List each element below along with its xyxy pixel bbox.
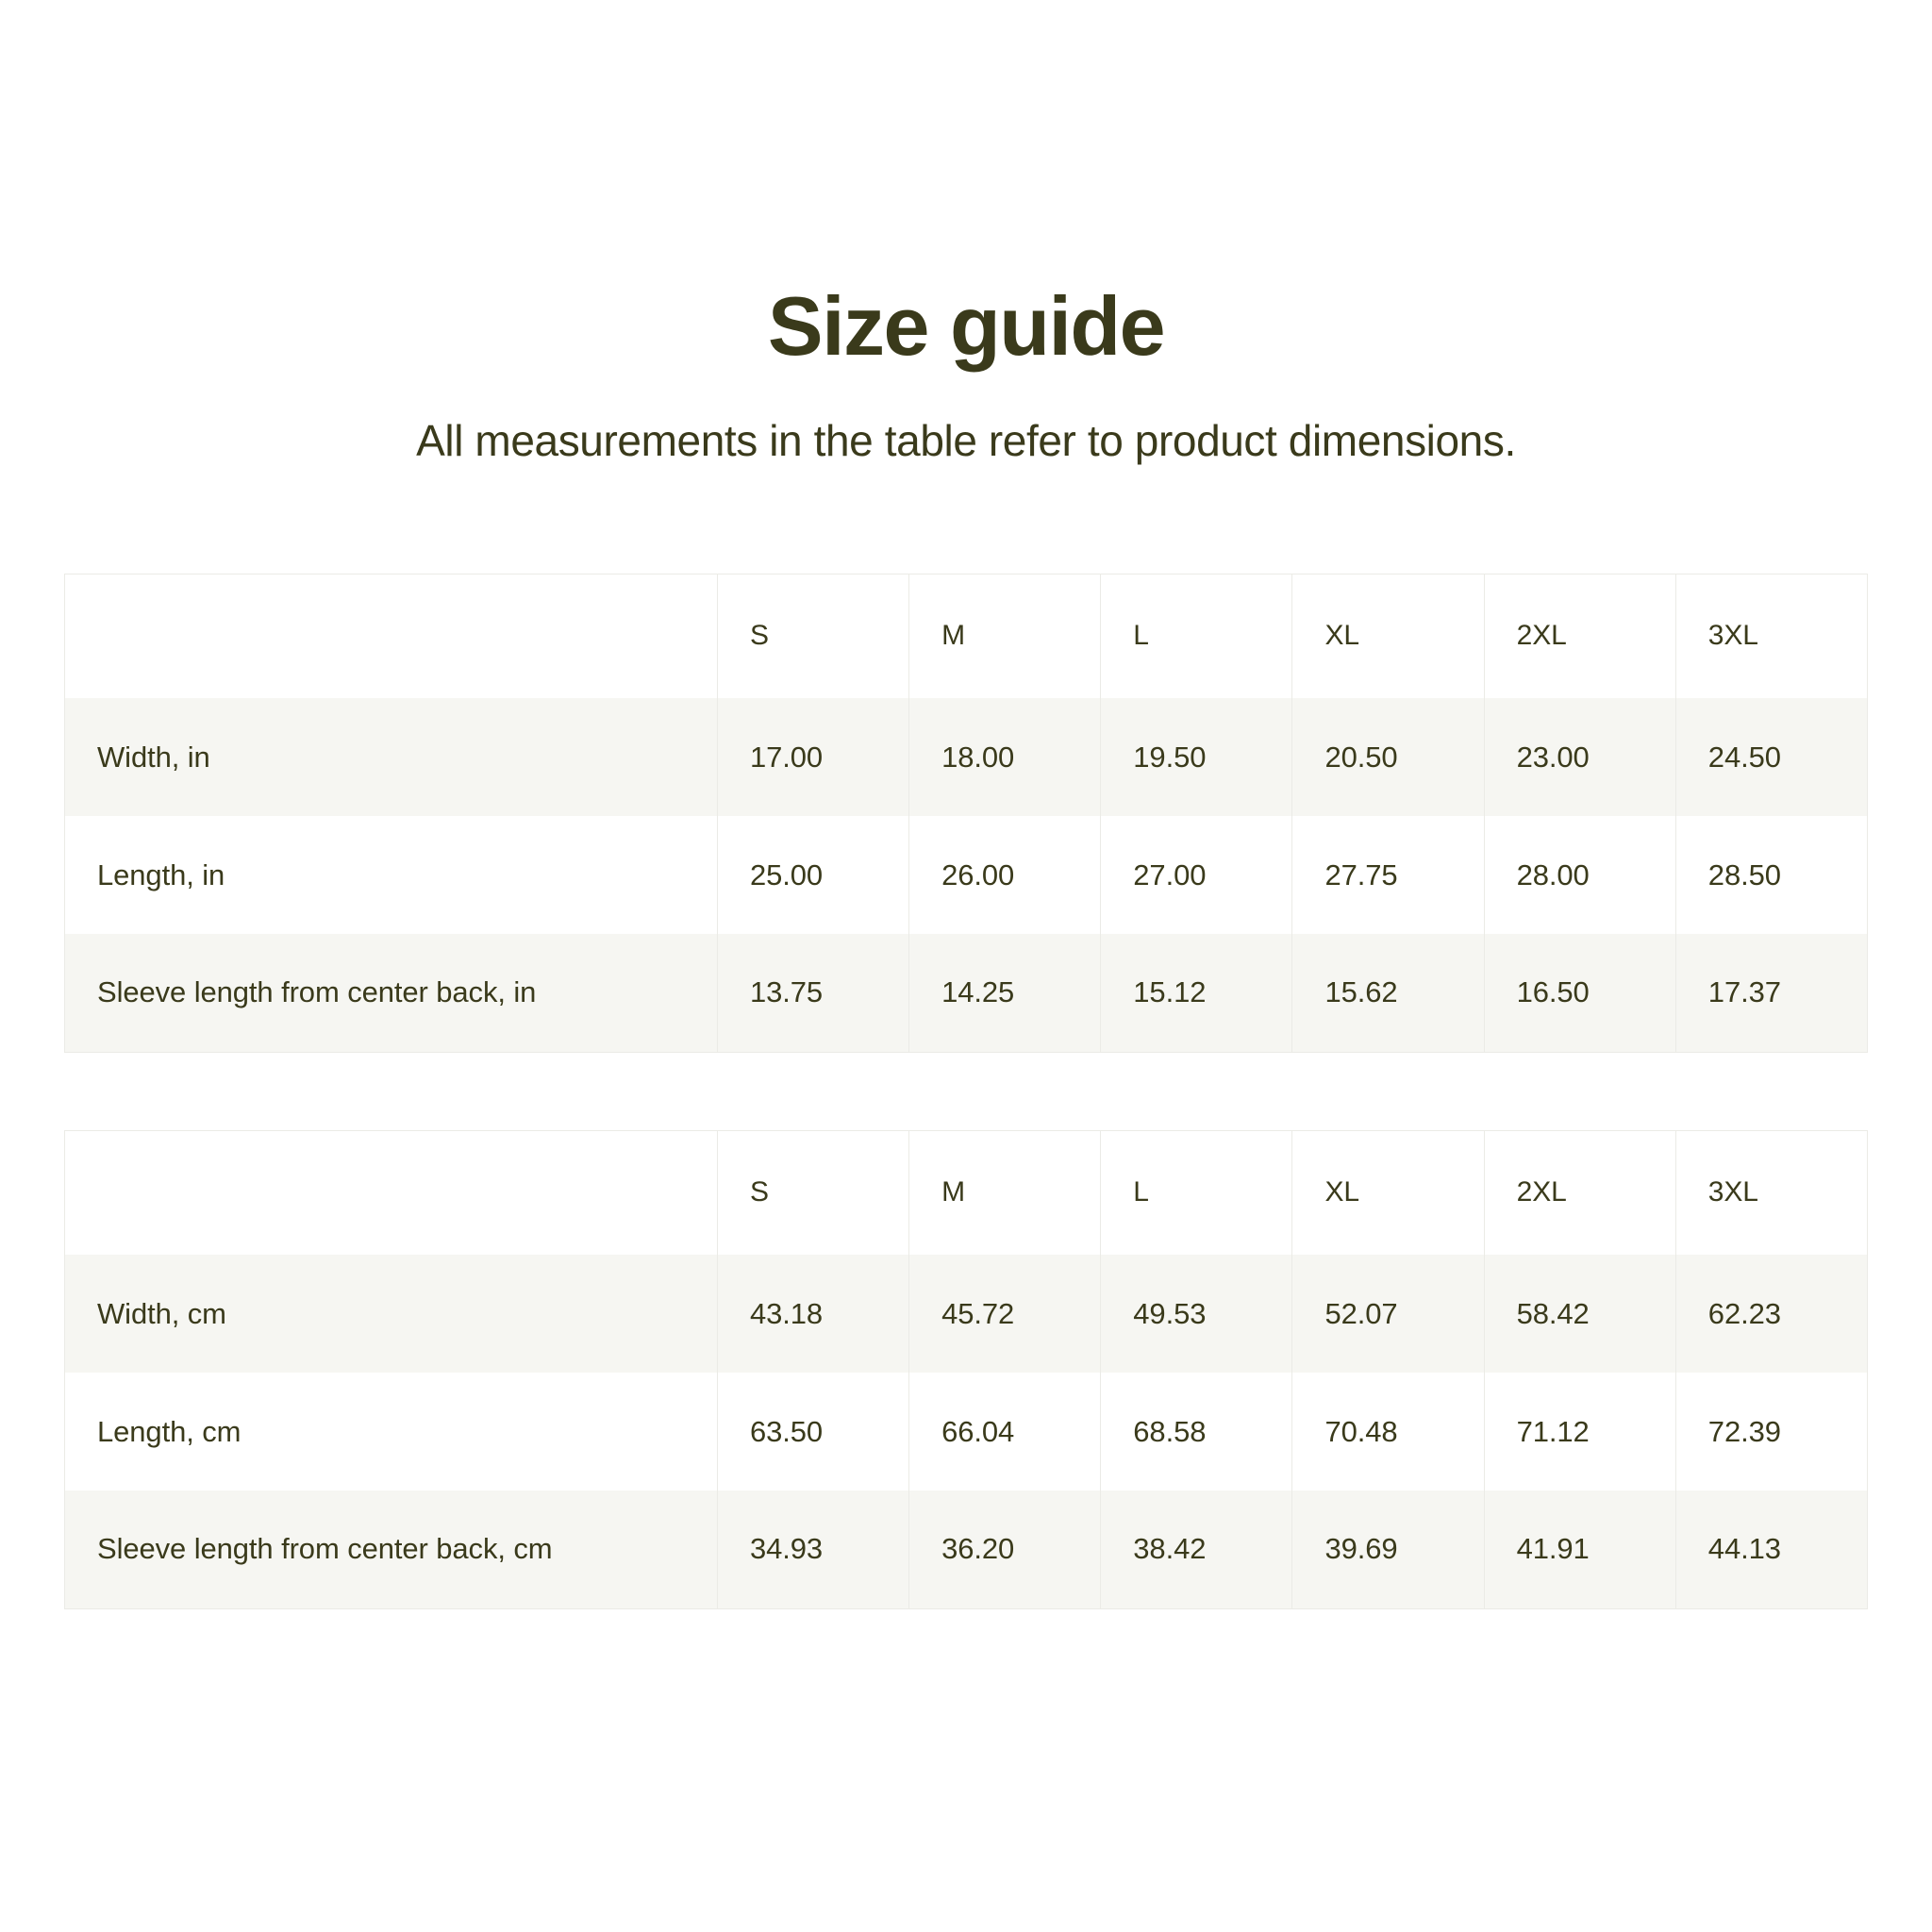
column-header-xl: XL [1291,574,1485,699]
cell-value: 15.12 [1100,934,1293,1053]
cell-value: 27.00 [1100,816,1293,935]
cell-value: 58.42 [1484,1255,1676,1374]
page-header: Size guide All measurements in the table… [0,0,1932,468]
cell-value: 14.25 [908,934,1102,1053]
column-header-m: M [908,574,1102,699]
column-header-m: M [908,1130,1102,1256]
column-header-s: S [717,574,910,699]
cell-value: 28.50 [1675,816,1868,935]
row-label-width-cm: Width, cm [64,1255,718,1374]
table-corner-cell [64,1130,718,1256]
column-header-l: L [1100,1130,1293,1256]
cell-value: 49.53 [1100,1255,1293,1374]
cell-value: 36.20 [908,1491,1102,1609]
row-label-width-in: Width, in [64,698,718,817]
cell-value: 44.13 [1675,1491,1868,1609]
column-header-2xl: 2XL [1484,1130,1676,1256]
cell-value: 28.00 [1484,816,1676,935]
cell-value: 72.39 [1675,1373,1868,1491]
cell-value: 16.50 [1484,934,1676,1053]
table-corner-cell [64,574,718,699]
row-label-sleeve-in: Sleeve length from center back, in [64,934,718,1053]
row-label-length-in: Length, in [64,816,718,935]
size-tables-container: S M L XL 2XL 3XL Width, in 17.00 18.00 1… [0,573,1932,1609]
column-header-s: S [717,1130,910,1256]
table-row: Length, in 25.00 26.00 27.00 27.75 28.00… [64,816,1868,935]
table-header-inches: S M L XL 2XL 3XL [64,574,1868,699]
cell-value: 25.00 [717,816,910,935]
page-title: Size guide [767,279,1166,373]
cell-value: 71.12 [1484,1373,1676,1491]
cell-value: 23.00 [1484,698,1676,817]
cell-value: 20.50 [1291,698,1485,817]
column-header-l: L [1100,574,1293,699]
cell-value: 62.23 [1675,1255,1868,1374]
table-header-row: S M L XL 2XL 3XL [64,574,1868,699]
cell-value: 13.75 [717,934,910,1053]
cell-value: 63.50 [717,1373,910,1491]
table-body-inches: Width, in 17.00 18.00 19.50 20.50 23.00 … [64,698,1868,1053]
cell-value: 45.72 [908,1255,1102,1374]
table-row: Sleeve length from center back, cm 34.93… [64,1491,1868,1609]
cell-value: 26.00 [908,816,1102,935]
cell-value: 17.00 [717,698,910,817]
cell-value: 52.07 [1291,1255,1485,1374]
table-row: Length, cm 63.50 66.04 68.58 70.48 71.12… [64,1373,1868,1491]
size-table-inches: S M L XL 2XL 3XL Width, in 17.00 18.00 1… [64,573,1868,1053]
column-header-2xl: 2XL [1484,574,1676,699]
cell-value: 68.58 [1100,1373,1293,1491]
row-label-sleeve-cm: Sleeve length from center back, cm [64,1491,718,1609]
cell-value: 27.75 [1291,816,1485,935]
column-header-xl: XL [1291,1130,1485,1256]
table-spacer [64,1053,1868,1130]
cell-value: 18.00 [908,698,1102,817]
table-row: Sleeve length from center back, in 13.75… [64,934,1868,1053]
page-subtitle: All measurements in the table refer to p… [416,416,1516,466]
table-row: Width, cm 43.18 45.72 49.53 52.07 58.42 … [64,1255,1868,1374]
table-body-centimeters: Width, cm 43.18 45.72 49.53 52.07 58.42 … [64,1255,1868,1609]
cell-value: 70.48 [1291,1373,1485,1491]
row-label-length-cm: Length, cm [64,1373,718,1491]
table-row: Width, in 17.00 18.00 19.50 20.50 23.00 … [64,698,1868,817]
cell-value: 39.69 [1291,1491,1485,1609]
table-header-row: S M L XL 2XL 3XL [64,1130,1868,1256]
cell-value: 15.62 [1291,934,1485,1053]
table-header-centimeters: S M L XL 2XL 3XL [64,1130,1868,1256]
size-table-centimeters: S M L XL 2XL 3XL Width, cm 43.18 45.72 4… [64,1129,1868,1609]
cell-value: 24.50 [1675,698,1868,817]
cell-value: 38.42 [1100,1491,1293,1609]
cell-value: 19.50 [1100,698,1293,817]
column-header-3xl: 3XL [1675,574,1868,699]
cell-value: 66.04 [908,1373,1102,1491]
cell-value: 34.93 [717,1491,910,1609]
cell-value: 41.91 [1484,1491,1676,1609]
cell-value: 17.37 [1675,934,1868,1053]
column-header-3xl: 3XL [1675,1130,1868,1256]
cell-value: 43.18 [717,1255,910,1374]
